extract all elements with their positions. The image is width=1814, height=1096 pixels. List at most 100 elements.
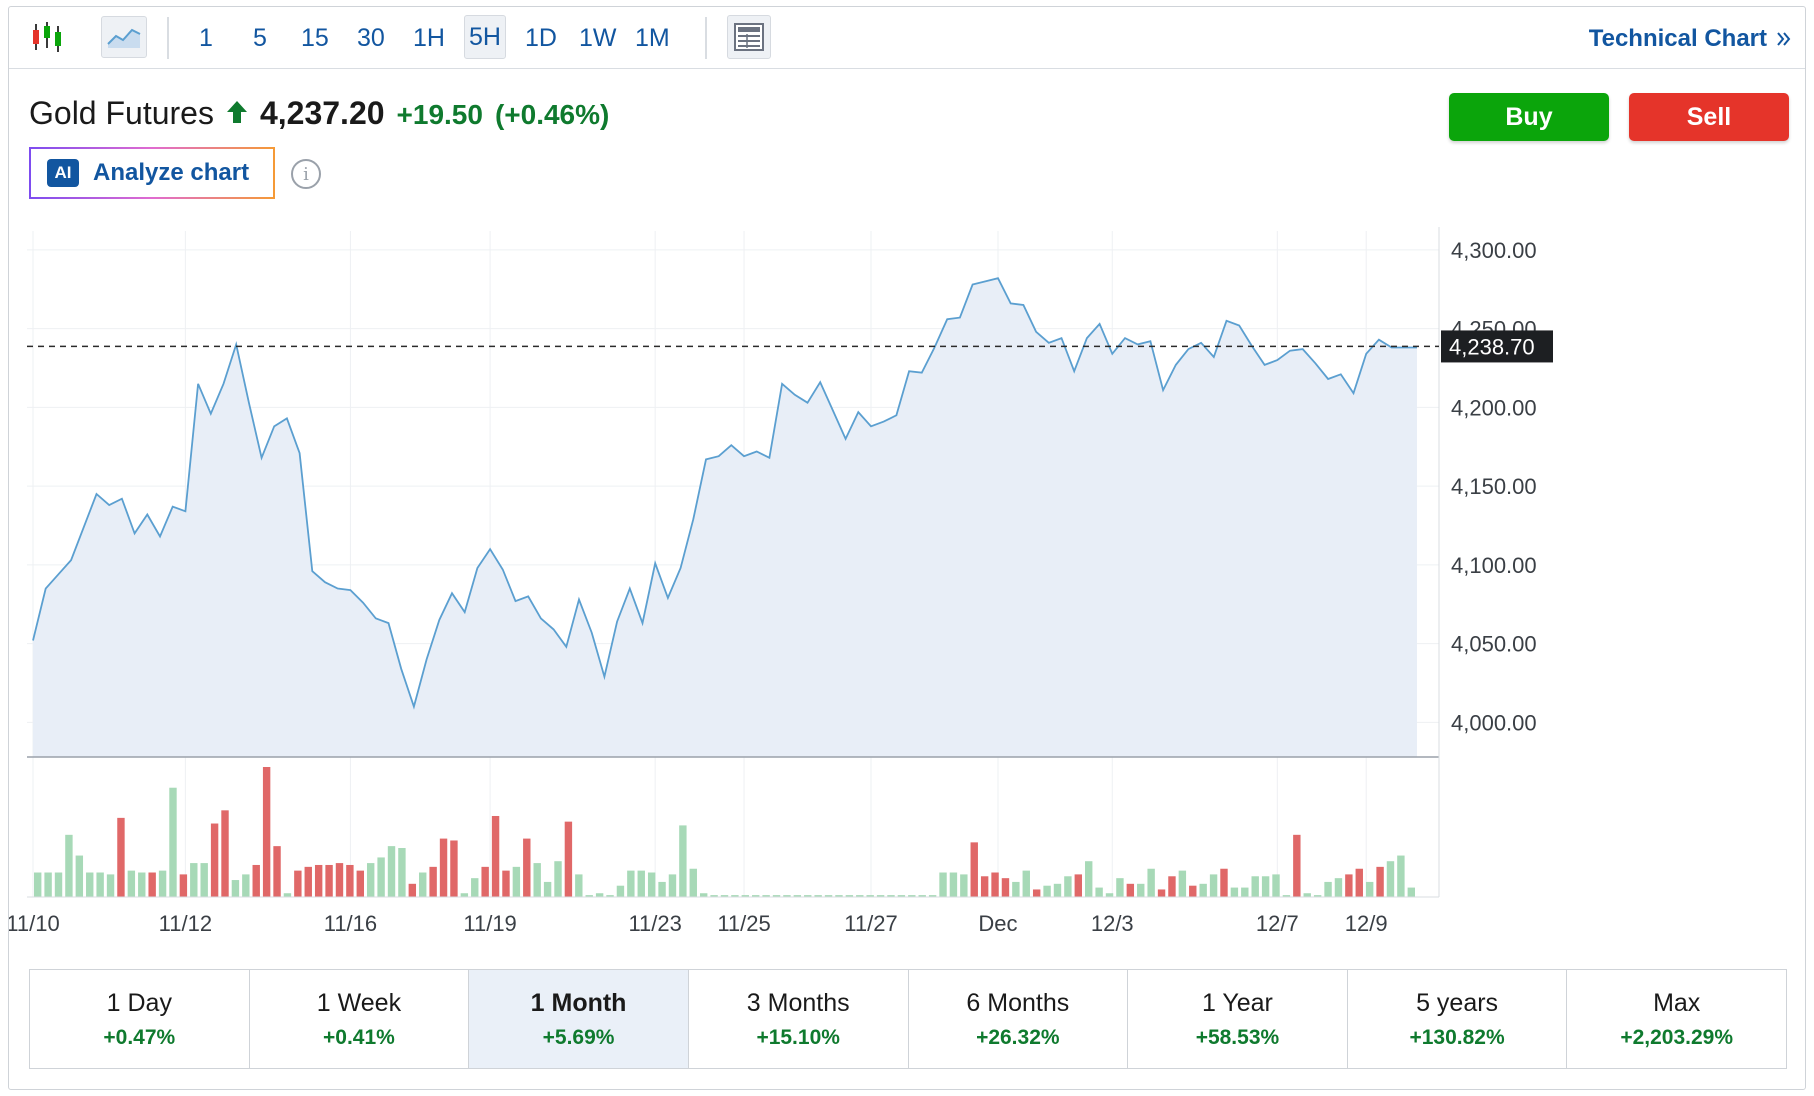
volume-bar (939, 872, 947, 897)
last-price: 4,237.20 (259, 95, 385, 131)
volume-bar (1386, 861, 1395, 897)
volume-bar (1137, 883, 1145, 897)
volume-bar (231, 880, 240, 897)
volume-bar (658, 881, 666, 897)
y-tick-label: 4,000.00 (1451, 710, 1537, 735)
technical-chart-link[interactable]: Technical Chart (1589, 25, 1791, 53)
x-tick-label: 11/12 (159, 911, 212, 936)
buy-button[interactable]: Buy (1449, 93, 1609, 141)
volume-bar (86, 872, 94, 897)
volume-bar (262, 767, 271, 897)
volume-bar (502, 870, 510, 897)
volume-bar (554, 861, 562, 897)
volume-bar (845, 895, 854, 897)
volume-bar (679, 825, 687, 897)
interval-1[interactable]: 1 (199, 23, 213, 52)
x-tick-label: 12/3 (1091, 911, 1134, 936)
volume-bar (783, 895, 791, 897)
volume-bar (1293, 834, 1301, 897)
volume-bar (1334, 878, 1343, 897)
volume-bar (491, 815, 500, 897)
interval-1h[interactable]: 1H (413, 23, 445, 52)
volume-bar (1365, 881, 1374, 897)
y-tick-label: 4,050.00 (1451, 632, 1537, 657)
volume-bar (991, 872, 999, 897)
interval-1w[interactable]: 1W (579, 23, 617, 52)
volume-bar (1157, 889, 1166, 897)
volume-bar (1053, 883, 1062, 897)
period-1-week[interactable]: 1 Week +0.41% (250, 970, 470, 1068)
volume-bar (908, 895, 916, 897)
period-3-months[interactable]: 3 Months +15.10% (689, 970, 909, 1068)
x-tick-label: 11/10 (9, 911, 60, 936)
period-label: 1 Week (316, 988, 402, 1017)
table-layout-icon[interactable] (727, 15, 771, 59)
volume-bar (595, 893, 604, 897)
volume-bar (1397, 855, 1405, 897)
sell-button[interactable]: Sell (1629, 93, 1789, 141)
candlestick-icon[interactable] (27, 17, 67, 57)
volume-bar (65, 834, 73, 897)
period-1-month[interactable]: 1 Month +5.69% (469, 970, 689, 1068)
period-1-day[interactable]: 1 Day +0.47% (30, 970, 250, 1068)
volume-bar (377, 857, 385, 897)
interval-1d[interactable]: 1D (525, 23, 557, 52)
volume-bar (54, 872, 63, 897)
x-tick-label: 11/27 (844, 911, 897, 936)
interval-5h[interactable]: 5H (464, 15, 506, 59)
volume-bar (346, 864, 354, 897)
volume-bar (1064, 876, 1072, 897)
period-5-years[interactable]: 5 years +130.82% (1348, 970, 1568, 1068)
volume-bar (637, 870, 645, 897)
info-icon[interactable]: i (291, 159, 321, 189)
volume-bar (356, 870, 364, 897)
area-chart-icon[interactable] (101, 16, 147, 58)
volume-bar (1074, 874, 1083, 897)
volume-bar (439, 838, 448, 897)
interval-30[interactable]: 30 (357, 23, 385, 52)
volume-bar (44, 872, 52, 897)
volume-bar (741, 895, 750, 897)
instrument-name: Gold Futures (29, 95, 214, 131)
interval-15[interactable]: 15 (301, 23, 329, 52)
volume-bar (866, 895, 874, 897)
period-label: 1 Day (106, 988, 172, 1017)
volume-bar (314, 864, 323, 897)
period-change: +58.53% (1195, 1025, 1280, 1049)
period-1-year[interactable]: 1 Year +58.53% (1128, 970, 1348, 1068)
volume-bar (575, 874, 583, 897)
volume-bar (1199, 883, 1207, 897)
volume-bar (647, 872, 656, 897)
volume-bar (960, 874, 968, 897)
volume-bar (325, 864, 333, 897)
volume-bar (1105, 893, 1114, 897)
price-chart[interactable]: Investing.com4,300.004,250.004,200.004,1… (9, 227, 1805, 957)
volume-bar (1282, 895, 1291, 897)
volume-bar (720, 895, 729, 897)
volume-bar (1324, 881, 1332, 897)
period-6-months[interactable]: 6 Months +26.32% (909, 970, 1129, 1068)
interval-5[interactable]: 5 (253, 23, 267, 52)
volume-bar (627, 870, 635, 897)
volume-bar (283, 893, 292, 897)
volume-bar (814, 895, 822, 897)
volume-bar (856, 895, 864, 897)
volume-bar (75, 855, 84, 897)
volume-bar (887, 895, 895, 897)
volume-bar (117, 817, 125, 897)
volume-bar (731, 895, 739, 897)
volume-bar (471, 878, 479, 897)
volume-bar (1261, 876, 1270, 897)
volume-bar (1220, 868, 1228, 897)
volume-bar (179, 874, 188, 897)
volume-bar (1355, 868, 1363, 897)
analyze-chart-button[interactable]: AI Analyze chart (29, 147, 275, 199)
period-label: 3 Months (746, 988, 850, 1017)
toolbar-divider (705, 17, 707, 59)
volume-bar (1095, 887, 1103, 897)
period-max[interactable]: Max +2,203.29% (1567, 970, 1786, 1068)
volume-bar (793, 895, 802, 897)
volume-bar (1116, 878, 1124, 897)
volume-bar (1251, 876, 1259, 897)
interval-1m[interactable]: 1M (635, 23, 670, 52)
